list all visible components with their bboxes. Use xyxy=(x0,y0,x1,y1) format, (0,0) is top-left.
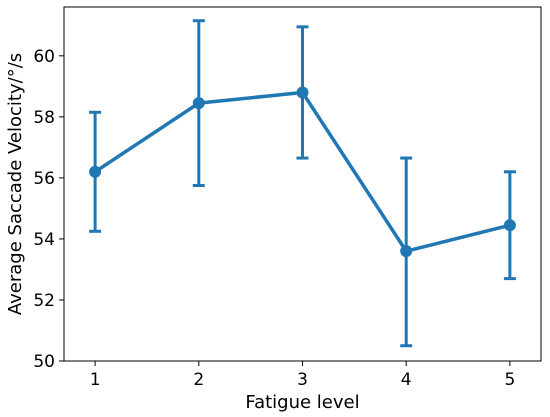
x-tick-label: 4 xyxy=(401,370,412,390)
data-point xyxy=(296,86,309,99)
y-tick-label: 54 xyxy=(33,230,55,250)
x-tick-label: 3 xyxy=(297,370,308,390)
y-tick-label: 58 xyxy=(33,108,55,128)
plot-layer xyxy=(89,19,516,348)
axis-layer: 1 2 3 4 5 50 52 54 56 58 60 xyxy=(33,47,515,390)
y-tick-label: 50 xyxy=(33,352,55,372)
x-tick-label: 2 xyxy=(193,370,204,390)
x-tick-label: 5 xyxy=(504,370,515,390)
x-tick-label: 1 xyxy=(90,370,101,390)
data-point xyxy=(400,245,413,258)
x-axis-label: Fatigue level xyxy=(245,392,359,413)
y-axis-label: Average Saccade Velocity/°/s xyxy=(5,53,26,315)
data-point xyxy=(89,165,102,178)
y-tick-label: 60 xyxy=(33,47,55,67)
y-tick-label: 52 xyxy=(33,291,55,311)
y-tick-label: 56 xyxy=(33,169,55,189)
data-point xyxy=(503,219,516,232)
data-point xyxy=(192,97,205,110)
